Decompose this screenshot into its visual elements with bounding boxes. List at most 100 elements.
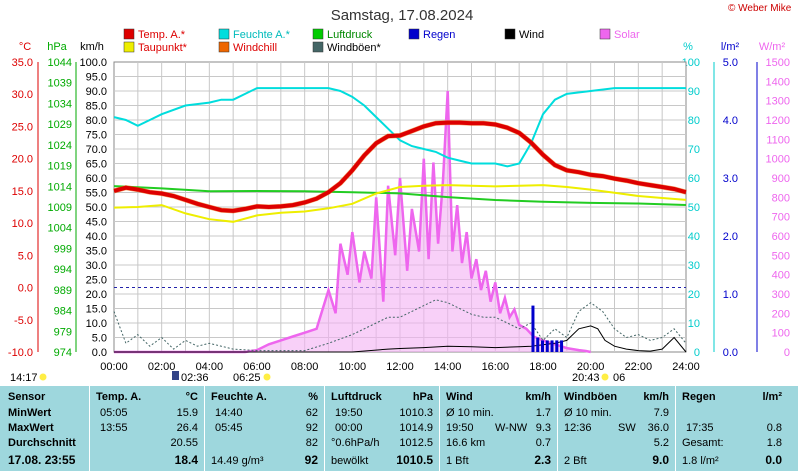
temp-max-time: 13:55 <box>100 422 128 434</box>
row-avg: Durchschnitt <box>8 437 76 449</box>
gust-avg-label: Ø 10 min. <box>564 407 612 419</box>
tick-hpa: 1014 <box>48 181 72 193</box>
chart-title: Samstag, 17.08.2024 <box>331 7 474 24</box>
tick-kmh: 5.0 <box>92 333 107 345</box>
tick-rain: 2.0 <box>723 231 738 243</box>
hdr-humidity: Feuchte A. <box>211 391 267 403</box>
tick-pct: 0 <box>694 347 700 359</box>
tick-kmh: 60.0 <box>86 173 107 185</box>
tick-pct: 20 <box>688 289 700 301</box>
legend: Temp. A.* Feuchte A.* Luftdruck Regen Wind So… <box>123 28 640 54</box>
legend-swatch <box>218 41 230 53</box>
hum-min-time: 14:40 <box>215 407 243 419</box>
tick-x: 22:00 <box>625 361 653 373</box>
tick-x: 02:00 <box>148 361 176 373</box>
tick-rain: 4.0 <box>723 115 738 127</box>
press-trend: °0.6hPa/h <box>331 437 380 449</box>
temp-min-time: 05:05 <box>100 407 128 419</box>
marker-moon: 02:36 <box>181 372 209 382</box>
gust-avg10: 7.9 <box>653 407 669 419</box>
sunset-icon <box>601 373 609 381</box>
legend-swatch <box>312 28 324 40</box>
tick-x: 00:00 <box>100 361 128 373</box>
gust-max-dir: SW <box>618 422 636 434</box>
wind-max-time: 19:50 <box>446 422 474 434</box>
tick-temp: 15.0 <box>12 186 33 198</box>
series-pressure <box>113 185 687 206</box>
tick-rain: 3.0 <box>723 173 738 185</box>
tick-temp: -10.0 <box>8 347 33 359</box>
legend-label: Wind <box>519 29 544 41</box>
gust-max: 36.0 <box>647 422 669 434</box>
col-wind: Wind km/h Ø 10 min. 1.7 19:50 W-NW 9.3 1… <box>440 386 558 471</box>
tick-x: 12:00 <box>386 361 414 373</box>
tick-hpa: 1039 <box>48 78 72 90</box>
tick-kmh: 20.0 <box>86 289 107 301</box>
tick-solar: 200 <box>772 308 790 320</box>
tick-solar: 400 <box>772 270 790 282</box>
hum-now: 92 <box>304 453 318 467</box>
tick-solar: 1300 <box>766 96 790 108</box>
tick-kmh: 15.0 <box>86 304 107 316</box>
temp-now: 18.4 <box>174 453 198 467</box>
wind-avg10: 1.7 <box>535 407 551 419</box>
press-max-time: 00:00 <box>335 422 363 434</box>
rain-now: 0.0 <box>765 453 782 467</box>
col-humidity: Feuchte A. % 14:40 62 05:45 92 82 14.49 … <box>205 386 325 471</box>
wind-now: 2.3 <box>534 453 551 467</box>
hdr-wind: Wind <box>446 391 473 403</box>
rain-bar <box>531 305 535 352</box>
series-dewpoint <box>113 184 687 223</box>
series-wind <box>114 325 687 353</box>
axes: °C 35.0 30.0 25.0 20.0 15.0 10.0 5.0 0.0 -5.0 -10.… <box>8 41 790 373</box>
press-min: 1010.3 <box>399 407 433 419</box>
tick-hpa: 1024 <box>48 140 72 152</box>
hum-max-time: 05:45 <box>215 422 243 434</box>
tick-kmh: 30.0 <box>86 260 107 272</box>
tick-hpa: 1009 <box>48 202 72 214</box>
tick-temp: -5.0 <box>14 315 33 327</box>
tick-hpa: 1019 <box>48 161 72 173</box>
legend-label: Windböen* <box>327 42 382 54</box>
tick-solar: 1500 <box>766 57 790 69</box>
plot-area <box>113 87 687 354</box>
tick-solar: 800 <box>772 192 790 204</box>
wind-bft: 1 Bft <box>446 455 469 467</box>
tick-solar: 1400 <box>766 76 790 88</box>
legend-swatch <box>312 41 324 53</box>
rain-bar <box>560 340 564 352</box>
tick-kmh: 95.0 <box>86 72 107 84</box>
series-gusts <box>113 299 687 352</box>
tick-x: 14:00 <box>434 361 462 373</box>
legend-swatch <box>599 28 611 40</box>
unit-temp: °C <box>185 391 198 403</box>
tick-solar: 600 <box>772 231 790 243</box>
tick-kmh: 45.0 <box>86 217 107 229</box>
tick-hpa: 974 <box>54 347 72 359</box>
tick-pct: 70 <box>688 144 700 156</box>
tick-solar: 500 <box>772 250 790 262</box>
tick-kmh: 65.0 <box>86 159 107 171</box>
tick-temp: 10.0 <box>12 218 33 230</box>
tick-solar: 1200 <box>766 115 790 127</box>
temp-min: 15.9 <box>176 407 198 419</box>
tick-x: 06:00 <box>243 361 271 373</box>
col-gusts: Windböen km/h Ø 10 min. 7.9 12:36 SW 36.… <box>558 386 676 471</box>
tick-temp: 30.0 <box>12 89 33 101</box>
rain-bar <box>541 340 544 352</box>
tick-hpa: 1034 <box>48 98 72 110</box>
tick-kmh: 10.0 <box>86 318 107 330</box>
unit-wind: km/h <box>525 391 551 403</box>
legend-label: Luftdruck <box>327 29 373 41</box>
legend-swatch <box>218 28 230 40</box>
press-max: 1014.9 <box>399 422 433 434</box>
rain-total: 1.8 <box>766 437 782 449</box>
legend-swatch <box>408 28 420 40</box>
tick-kmh: 25.0 <box>86 275 107 287</box>
marker-time: 14:17 <box>10 372 38 382</box>
series-humidity <box>113 87 686 168</box>
tick-hpa: 979 <box>54 326 72 338</box>
axis-label-hpa: hPa <box>47 41 67 53</box>
tick-hpa: 994 <box>54 264 72 276</box>
row-max: MaxWert <box>8 422 54 434</box>
